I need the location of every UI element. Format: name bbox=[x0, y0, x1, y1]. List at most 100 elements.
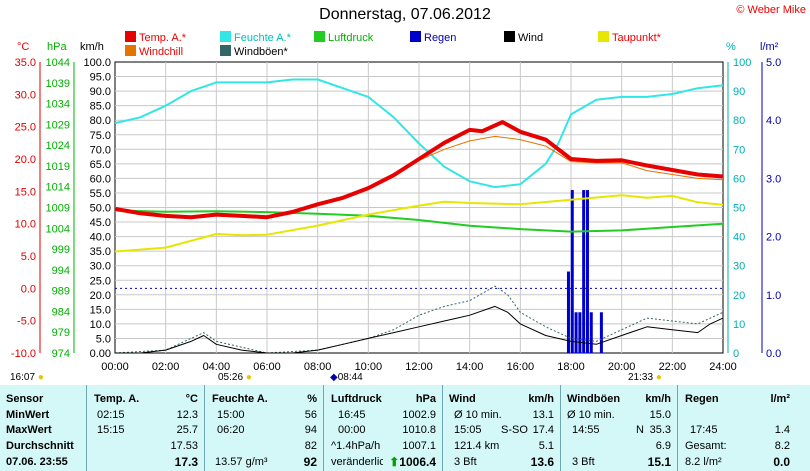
wind-tick-label: 90.0 bbox=[90, 86, 111, 98]
temp-tick-label: -5.0 bbox=[17, 316, 36, 328]
wind-tick-label: 100.0 bbox=[83, 57, 111, 69]
humidity-min-time: 15:00 bbox=[217, 409, 245, 421]
rain-total-label: Gesamt: bbox=[685, 440, 727, 452]
time-tick-label: 02:00 bbox=[152, 361, 180, 373]
legend-windchill: Windchill bbox=[125, 45, 183, 58]
series-line-taupunkt bbox=[114, 194, 724, 253]
pressure-tick-label: 1009 bbox=[46, 203, 70, 215]
gust-avg: 6.9 bbox=[655, 440, 671, 452]
humidity-tick-label: 90 bbox=[733, 86, 745, 98]
temp-tick-label: 5.0 bbox=[21, 251, 36, 263]
gust-avg10-label: Ø 10 min. bbox=[567, 409, 615, 421]
temp-min-time: 02:15 bbox=[97, 409, 125, 421]
row-label-max: MaxWert bbox=[6, 424, 52, 436]
pressure-tick-label: 1014 bbox=[46, 182, 70, 194]
row-label-sensor: Sensor bbox=[6, 393, 44, 405]
row-label-current: 07.06. 23:55 bbox=[6, 456, 68, 468]
pressure-trend: ^1.4hPa/h bbox=[331, 440, 381, 452]
temp-axis-unit: °C bbox=[17, 41, 30, 53]
row-label-min: MinWert bbox=[6, 409, 50, 421]
pressure-tick-label: 1044 bbox=[46, 57, 70, 69]
wind-max-time: 15:05 bbox=[454, 424, 482, 436]
pressure-min: 1002.9 bbox=[402, 409, 436, 421]
legend-wind: Wind bbox=[504, 31, 543, 44]
time-tick-label: 10:00 bbox=[355, 361, 383, 373]
humidity-tick-label: 70 bbox=[733, 144, 745, 156]
row-label-avg: Durchschnitt bbox=[6, 440, 74, 452]
temp-tick-label: -10.0 bbox=[11, 348, 36, 360]
time-tick-label: 04:00 bbox=[203, 361, 231, 373]
rain-bar bbox=[574, 312, 578, 353]
rain-header: Regen bbox=[685, 393, 719, 405]
pressure-tick-label: 999 bbox=[52, 244, 70, 256]
time-tick-label: 24:00 bbox=[709, 361, 737, 373]
rain-tick-label: 0.0 bbox=[766, 348, 781, 360]
pressure-tick-label: 994 bbox=[52, 265, 70, 277]
sun-marker-left: 16:07 ● bbox=[10, 372, 44, 383]
time-tick-label: 20:00 bbox=[608, 361, 636, 373]
wind-tick-label: 55.0 bbox=[90, 188, 111, 200]
rain-bar bbox=[566, 271, 570, 353]
wind-tick-label: 70.0 bbox=[90, 144, 111, 156]
humidity-tick-label: 60 bbox=[733, 173, 745, 185]
weather-chart: 00:00 02:00 04:00 06:00 08:00 10:00 12:00 14:00… bbox=[11, 57, 781, 373]
wind-tick-label: 10.0 bbox=[90, 319, 111, 331]
humidity-current: 92 bbox=[303, 455, 317, 469]
wind-tick-label: 50.0 bbox=[90, 203, 111, 215]
humidity-max-time: 06:20 bbox=[217, 424, 245, 436]
gust-beaufort: 3 Bft bbox=[572, 456, 595, 468]
humidity-tick-label: 10 bbox=[733, 319, 745, 331]
pressure-current: ⬆1006.4 bbox=[389, 455, 436, 469]
legend-rain: Regen bbox=[410, 31, 456, 44]
copyright: © Weber Mike bbox=[736, 4, 806, 16]
humidity-absolute: 13.57 g/m³ bbox=[215, 456, 268, 468]
pressure-tendency: veränderlich bbox=[331, 456, 383, 468]
humidity-max: 94 bbox=[304, 424, 317, 436]
pressure-avg: 1007.1 bbox=[402, 440, 436, 452]
wind-axis-unit: km/h bbox=[80, 41, 104, 53]
rain-max: 1.4 bbox=[774, 424, 790, 436]
humidity-tick-label: 100 bbox=[733, 57, 751, 69]
pressure-min-time: 16:45 bbox=[338, 409, 366, 421]
rain-bar bbox=[570, 190, 574, 353]
stats-table: Sensor MinWert MaxWert Durchschnitt 07.0… bbox=[0, 385, 810, 471]
humidity-tick-label: 0 bbox=[733, 348, 739, 360]
rain-bar bbox=[599, 312, 603, 353]
pressure-tick-label: 1004 bbox=[46, 223, 70, 235]
humidity-header: Feuchte A. bbox=[212, 393, 268, 405]
temp-tick-label: 30.0 bbox=[15, 89, 36, 101]
pressure-header: Luftdruck bbox=[331, 393, 382, 405]
pressure-tick-label: 974 bbox=[52, 348, 70, 360]
rain-max-time: 17:45 bbox=[690, 424, 718, 436]
humidity-axis-unit: % bbox=[726, 41, 736, 53]
humidity-tick-label: 80 bbox=[733, 115, 745, 127]
wind-tick-label: 85.0 bbox=[90, 101, 111, 113]
temp-unit: °C bbox=[185, 393, 198, 405]
wind-tick-label: 15.0 bbox=[90, 304, 111, 316]
humidity-tick-label: 30 bbox=[733, 261, 745, 273]
wind-max-direction: S-SO bbox=[501, 424, 528, 436]
time-tick-label: 16:00 bbox=[507, 361, 535, 373]
pressure-tick-label: 1029 bbox=[46, 119, 70, 131]
time-tick-label: 18:00 bbox=[557, 361, 585, 373]
series-line-wind bbox=[115, 305, 724, 354]
legend-dewpoint: Taupunkt* bbox=[598, 31, 661, 44]
humidity-unit: % bbox=[307, 393, 317, 405]
temp-avg: 17.53 bbox=[170, 440, 198, 452]
gust-current: 15.1 bbox=[647, 455, 671, 469]
pressure-tick-label: 979 bbox=[52, 327, 70, 339]
rain-axis-unit: l/m² bbox=[760, 41, 779, 53]
humidity-tick-label: 20 bbox=[733, 290, 745, 302]
wind-tick-label: 95.0 bbox=[90, 72, 111, 84]
temp-tick-label: 25.0 bbox=[15, 122, 36, 134]
wind-unit: km/h bbox=[528, 393, 554, 405]
time-tick-label: 00:00 bbox=[101, 361, 129, 373]
legend-humidity: Feuchte A.* bbox=[220, 31, 291, 44]
rain-unit: l/m² bbox=[770, 393, 790, 405]
time-tick-label: 08:00 bbox=[304, 361, 332, 373]
sunset-marker: 21:33 ● bbox=[628, 372, 662, 383]
wind-distance: 121.4 km bbox=[454, 440, 500, 452]
temp-max: 25.7 bbox=[176, 424, 198, 436]
wind-tick-label: 20.0 bbox=[90, 290, 111, 302]
temp-tick-label: 35.0 bbox=[15, 57, 36, 69]
